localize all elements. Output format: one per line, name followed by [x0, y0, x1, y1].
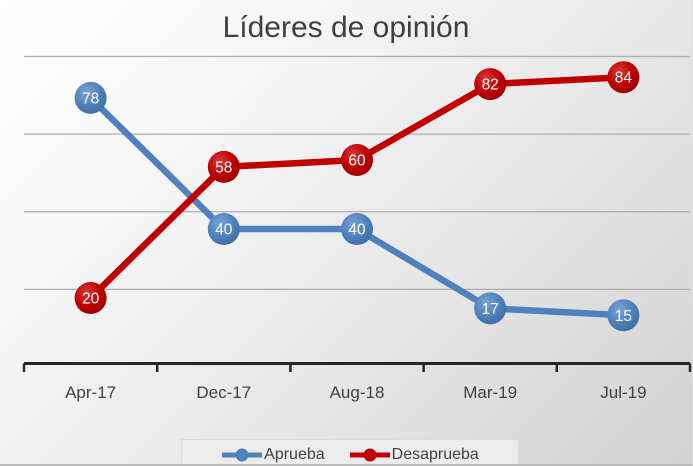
x-axis-label: Aug-18 — [330, 383, 385, 402]
legend: Aprueba Desaprueba — [181, 439, 519, 464]
x-axis-label: Mar-19 — [463, 383, 517, 402]
data-marker-desaprueba — [607, 61, 640, 94]
data-label: 58 — [215, 159, 232, 176]
data-marker-aprueba — [74, 81, 107, 114]
legend-item-desaprueba: Desaprueba — [349, 446, 479, 464]
data-marker-aprueba — [207, 213, 240, 245]
data-marker-desaprueba — [207, 150, 240, 183]
data-label: 40 — [215, 222, 233, 239]
chart-title: Líderes de opinión — [222, 11, 470, 44]
data-label: 17 — [482, 301, 499, 318]
legend-label-desaprueba: Desaprueba — [391, 446, 479, 463]
data-label: 84 — [615, 70, 633, 87]
data-marker-desaprueba — [474, 68, 507, 101]
data-label: 78 — [82, 90, 99, 107]
data-marker-aprueba — [474, 292, 507, 325]
data-marker-aprueba — [341, 213, 373, 245]
data-label: 40 — [348, 222, 366, 239]
data-marker-desaprueba — [74, 282, 107, 314]
data-label: 20 — [82, 291, 100, 308]
data-label: 15 — [615, 308, 632, 325]
desaprueba-line-marker-icon — [349, 448, 390, 462]
legend-label-aprueba: Aprueba — [264, 446, 325, 463]
data-marker-aprueba — [607, 299, 640, 332]
x-axis-label: Apr-17 — [65, 383, 116, 402]
aprueba-line-marker-icon — [222, 448, 263, 462]
legend-item-aprueba: Aprueba — [221, 446, 325, 464]
x-axis-label: Dec-17 — [196, 383, 251, 402]
series-line-aprueba — [87, 94, 627, 319]
x-axis-label: Jul-19 — [600, 383, 646, 402]
data-label: 60 — [348, 153, 366, 170]
data-label: 82 — [482, 77, 499, 94]
series-line-desaprueba — [87, 73, 627, 302]
data-marker-desaprueba — [341, 144, 373, 176]
